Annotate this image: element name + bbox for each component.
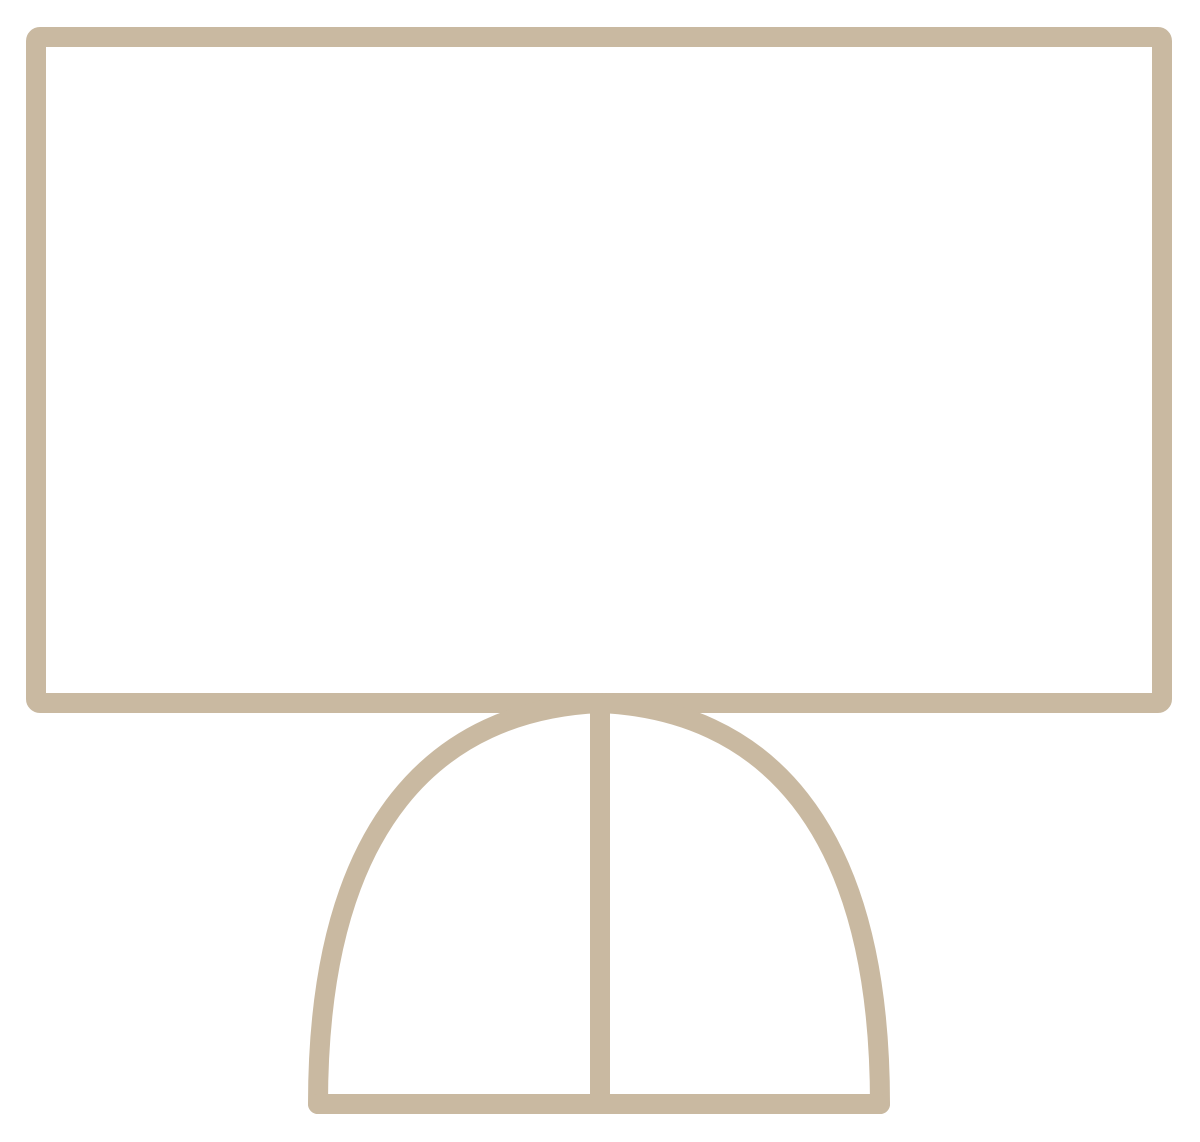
monitor-stand-left-arc: [308, 693, 610, 1114]
monitor-stand-right-arc: [590, 693, 890, 1114]
monitor-screen: [26, 27, 1172, 713]
